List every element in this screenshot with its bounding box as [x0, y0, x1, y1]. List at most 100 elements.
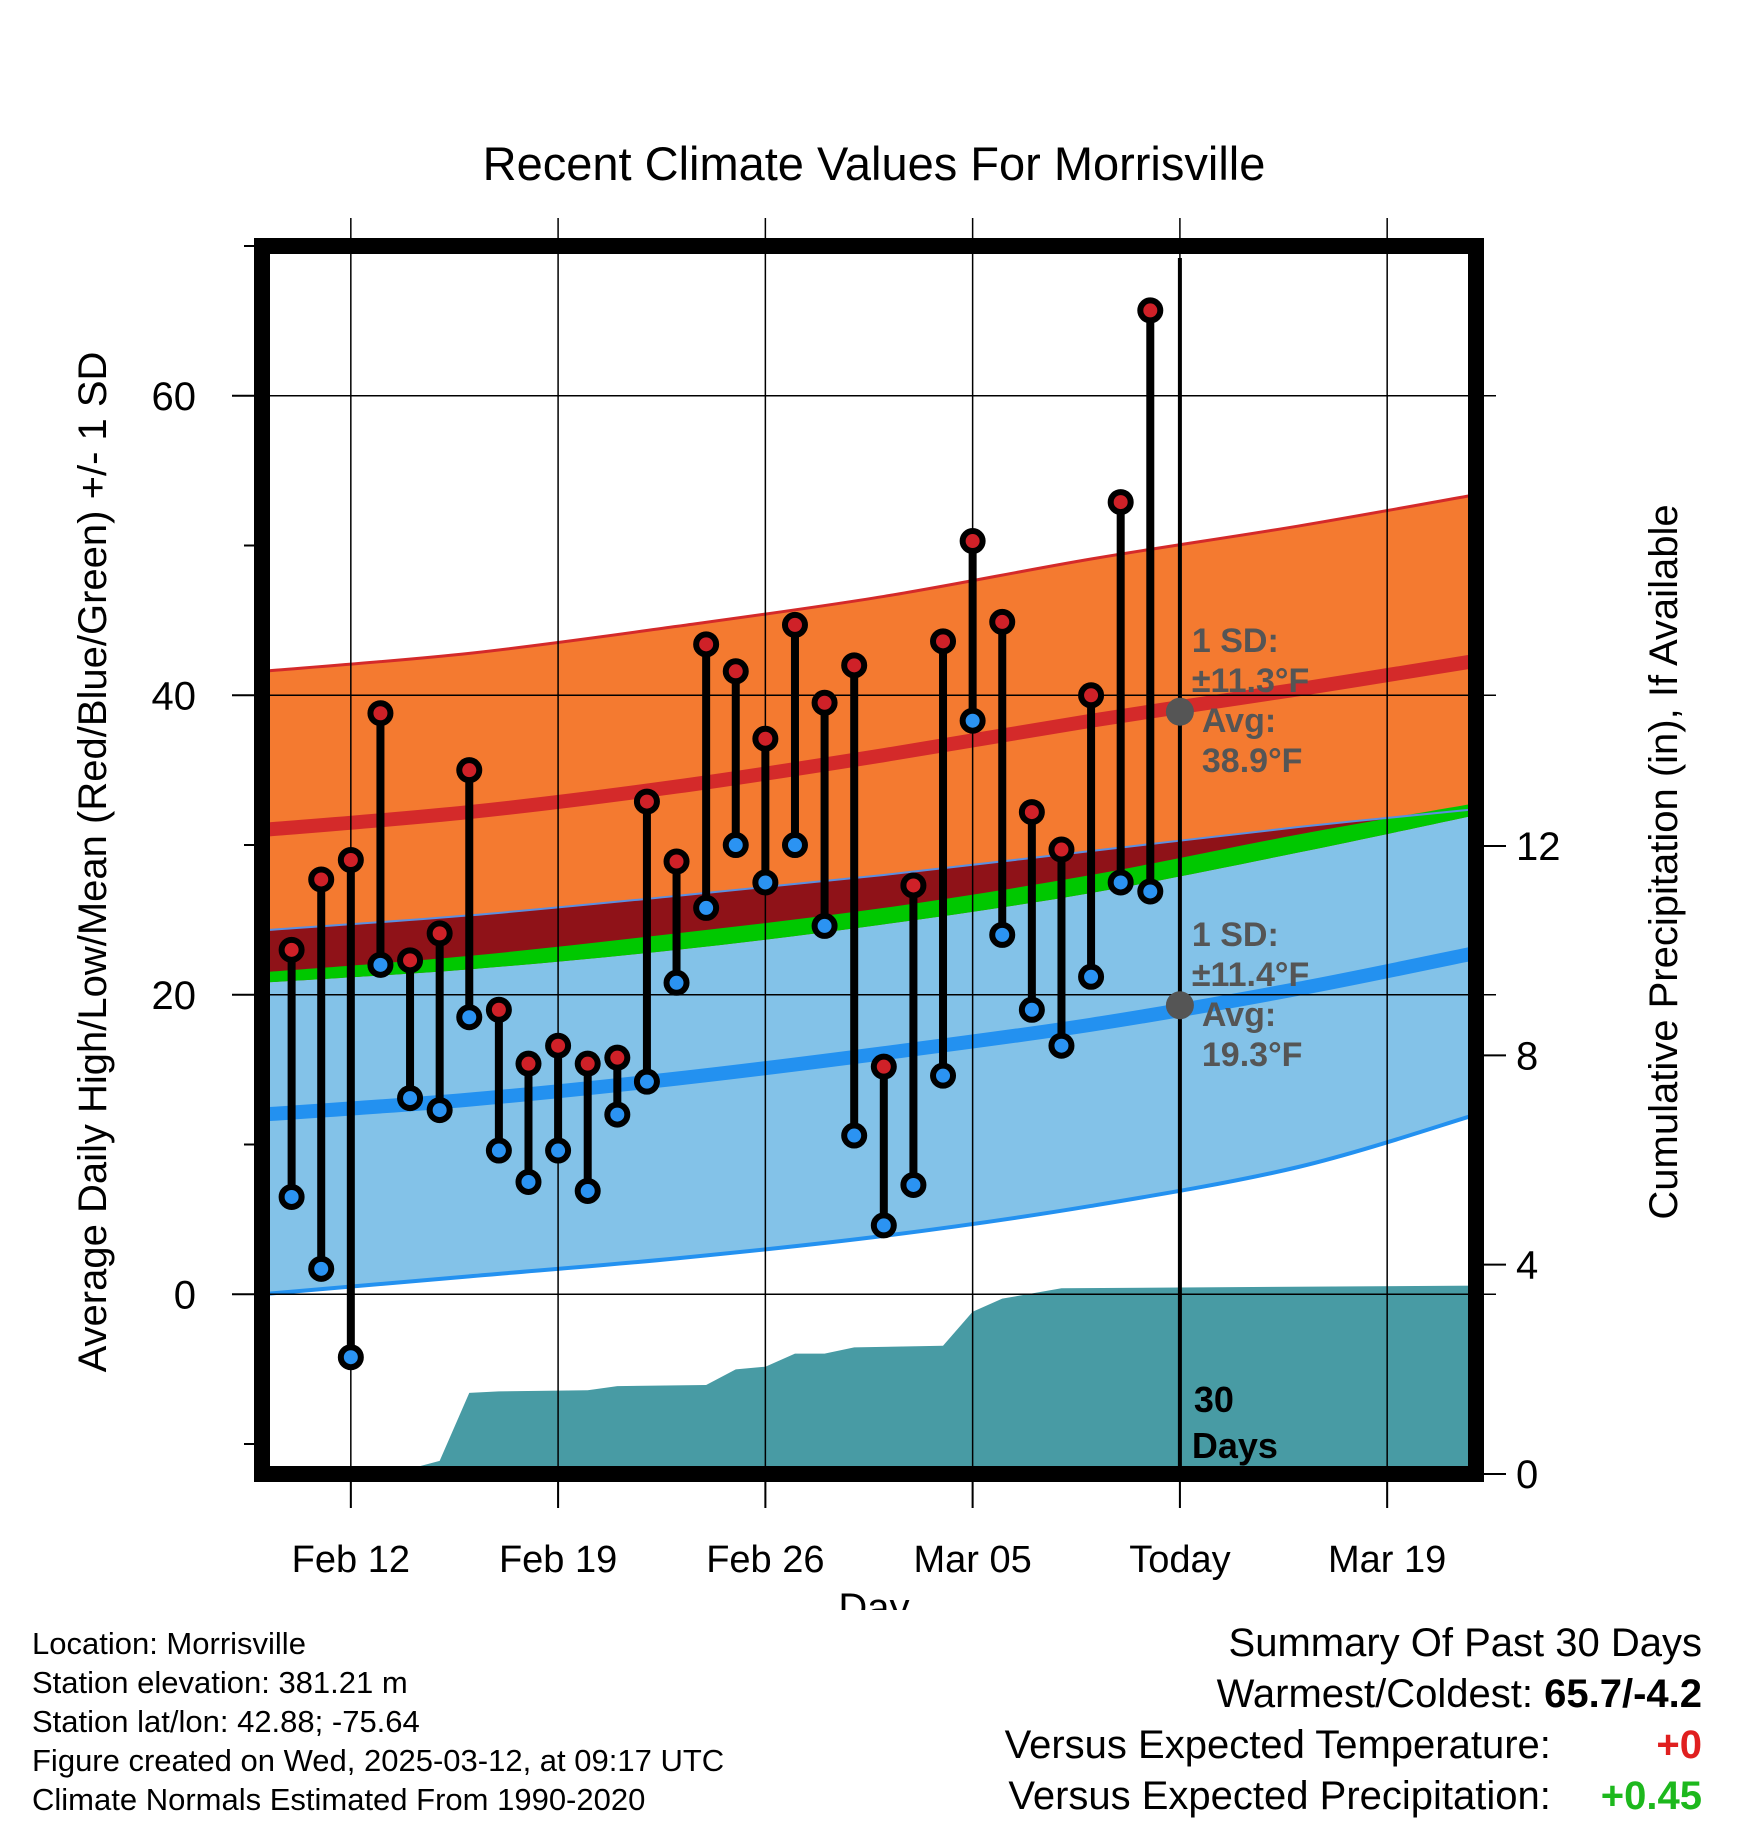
low-point-2	[308, 1255, 335, 1282]
high-upper-line	[261, 493, 1477, 673]
high-point-22	[900, 872, 927, 899]
y-tick-label-right: 4	[1516, 1244, 1538, 1288]
warmest-coldest-value: 65.7/-4.2	[1544, 1672, 1702, 1716]
overlap-band	[262, 809, 1476, 983]
period-label-number: 30	[1194, 1379, 1234, 1420]
period-label-days: Days	[1192, 1425, 1278, 1466]
daily-bars	[278, 297, 1164, 1371]
high-point-29	[1107, 489, 1134, 516]
high-avg-label: Avg:	[1202, 702, 1276, 740]
y-tick-label-right: 12	[1516, 825, 1561, 869]
high-point-16	[722, 658, 749, 685]
high-point-6	[426, 920, 453, 947]
high-point-24	[959, 528, 986, 555]
low-point-11	[574, 1177, 601, 1204]
low-point-13	[633, 1068, 660, 1095]
high-point-15	[693, 631, 720, 658]
high-point-10	[545, 1032, 572, 1059]
low-point-16	[722, 832, 749, 859]
normals-text: Climate Normals Estimated From 1990-2020	[32, 1782, 646, 1817]
low-point-24	[959, 707, 986, 734]
low-point-29	[1107, 869, 1134, 896]
low-point-21	[870, 1212, 897, 1239]
created-text: Figure created on Wed, 2025-03-12, at 09…	[32, 1743, 725, 1778]
warmest-coldest-label: Warmest/Coldest:	[1216, 1672, 1533, 1716]
normal-bands	[261, 493, 1478, 1297]
y-tick-label-left: 0	[174, 1273, 196, 1317]
low-point-4	[367, 951, 394, 978]
high-point-20	[841, 652, 868, 679]
x-tick-label: Mar 19	[1328, 1539, 1446, 1581]
high-point-30	[1137, 297, 1164, 324]
plot-border	[254, 238, 1484, 1482]
summary-panel: Summary Of Past 30 Days Warmest/Coldest:…	[1005, 1618, 1702, 1822]
high-point-2	[308, 866, 335, 893]
high-point-3	[337, 847, 364, 873]
high-point-18	[781, 611, 808, 638]
high-point-11	[574, 1050, 601, 1077]
high-point-1	[278, 936, 305, 963]
low-point-18	[781, 832, 808, 859]
y-tick-label-left: 60	[152, 375, 197, 419]
low-point-22	[900, 1171, 927, 1198]
station-info: Location: Morrisville Station elevation:…	[32, 1624, 724, 1819]
x-tick-label: Feb 12	[292, 1539, 410, 1581]
low-point-25	[989, 921, 1016, 948]
y-tick-label-right: 8	[1516, 1034, 1538, 1078]
low-point-12	[604, 1101, 631, 1128]
temp-vs-expected-row: Versus Expected Temperature: +0	[1005, 1720, 1702, 1771]
low-avg-value: 19.3°F	[1202, 1036, 1303, 1074]
high-sd-value: ±11.3°F	[1192, 662, 1309, 700]
high-point-23	[930, 628, 957, 655]
high-point-25	[989, 608, 1016, 635]
x-tick-label: Feb 19	[499, 1539, 617, 1581]
chart-title: Recent Climate Values For Morrisville	[483, 137, 1266, 190]
low-point-30	[1137, 878, 1164, 905]
plot-frame	[254, 238, 1484, 1482]
low-avg-label: Avg:	[1202, 996, 1276, 1034]
high-average-marker	[1165, 697, 1194, 726]
high-point-9	[515, 1050, 542, 1077]
precip-vs-expected-value: +0.45	[1600, 1774, 1702, 1818]
x-tick-label: Mar 05	[913, 1539, 1031, 1581]
low-point-10	[545, 1137, 572, 1164]
high-sd-band	[262, 494, 1476, 931]
warmest-coldest-row: Warmest/Coldest: 65.7/-4.2	[1005, 1669, 1702, 1720]
high-point-19	[811, 689, 838, 716]
location-text: Location: Morrisville	[32, 1626, 306, 1661]
precip-vs-expected-label: Versus Expected Precipitation:	[1008, 1774, 1551, 1818]
high-point-26	[1018, 799, 1045, 826]
high-point-7	[456, 757, 483, 784]
summary-title: Summary Of Past 30 Days	[1228, 1621, 1702, 1665]
low-point-6	[426, 1097, 453, 1124]
high-point-17	[752, 725, 779, 752]
low-point-23	[930, 1062, 957, 1089]
high-point-12	[604, 1044, 631, 1071]
low-average-marker	[1165, 991, 1194, 1020]
low-average-line	[261, 945, 1478, 1122]
high-avg-value: 38.9°F	[1202, 742, 1303, 780]
high-point-13	[633, 788, 660, 815]
high-point-21	[870, 1053, 897, 1080]
y-axis-label-left: Average Daily High/Low/Mean (Red/Blue/Gr…	[71, 352, 115, 1373]
precip-area	[262, 1285, 1476, 1474]
low-point-19	[811, 912, 838, 939]
low-point-27	[1048, 1032, 1075, 1059]
low-point-5	[397, 1085, 424, 1112]
axes: Feb 12 Feb 19 Feb 26 Mar 05 Today Mar 1902040…	[152, 245, 1561, 1581]
high-point-5	[397, 947, 424, 974]
temp-vs-expected-value: +0	[1656, 1723, 1702, 1767]
low-sd-label: 1 SD:	[1192, 916, 1279, 954]
high-point-14	[663, 848, 690, 875]
latlon-text: Station lat/lon: 42.88; -75.64	[32, 1704, 420, 1739]
low-point-8	[485, 1137, 512, 1164]
high-point-28	[1078, 682, 1105, 709]
low-point-17	[752, 869, 779, 896]
y-tick-label-left: 20	[152, 974, 197, 1018]
low-point-3	[337, 1344, 364, 1371]
high-point-27	[1048, 836, 1075, 863]
y-axis-label-right: Cumulative Precipitation (in), If Availa…	[1642, 504, 1686, 1219]
low-point-1	[278, 1183, 305, 1210]
